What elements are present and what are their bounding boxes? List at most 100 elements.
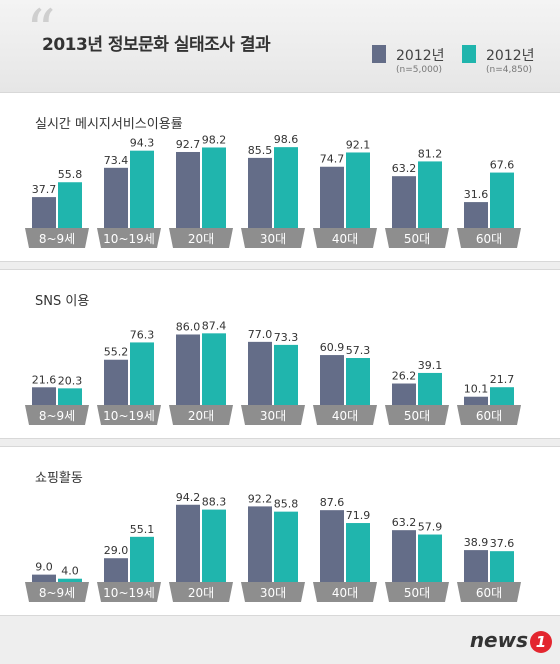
category-tab: 40대 [313, 405, 377, 425]
data-label: 92.7 [176, 138, 201, 151]
bar-series1 [464, 396, 488, 405]
quote-mark-icon: “ [26, 0, 56, 65]
data-label: 74.7 [320, 153, 345, 166]
data-label: 10.1 [464, 383, 489, 396]
logo-number: 1 [530, 631, 552, 653]
data-label: 20.3 [58, 374, 83, 387]
data-label: 37.6 [490, 537, 515, 550]
category-tab: 10~19세 [97, 582, 161, 602]
category-tab-bg [313, 405, 377, 425]
category-tab: 8~9세 [25, 405, 89, 425]
data-label: 85.8 [274, 498, 299, 511]
bar-series1 [104, 558, 128, 582]
bar-series1 [176, 504, 200, 582]
category-tab: 50대 [385, 228, 449, 248]
bar-series2 [346, 523, 370, 582]
data-label: 57.9 [418, 521, 443, 534]
category-tab-bg [313, 228, 377, 248]
category-tab-bg [457, 405, 521, 425]
data-label: 71.9 [346, 509, 371, 522]
category-label: 40대 [332, 409, 358, 423]
bar-series1 [320, 355, 344, 405]
bar-series2 [202, 509, 226, 582]
chart-panel-sns: SNS 이용 21.6 20.3 8~9세 55.2 76.3 10~19세 86.0 87.… [0, 269, 560, 439]
data-label: 55.1 [130, 523, 155, 536]
data-label: 60.9 [320, 341, 345, 354]
data-label: 63.2 [392, 162, 417, 175]
bar-series2 [490, 551, 514, 582]
bar-series2 [490, 387, 514, 405]
bar-series2 [58, 182, 82, 228]
data-label: 55.8 [58, 168, 83, 181]
legend-sub-series1: (n=5,000) [396, 65, 443, 75]
category-tab: 10~19세 [97, 228, 161, 248]
category-label: 20대 [188, 232, 214, 246]
category-label: 40대 [332, 586, 358, 600]
category-tab-bg [97, 405, 161, 425]
bar-series2 [346, 152, 370, 228]
data-label: 31.6 [464, 188, 489, 201]
category-label: 8~9세 [39, 232, 75, 246]
category-label: 10~19세 [103, 232, 155, 246]
category-tab-bg [385, 405, 449, 425]
logo-text: news [469, 628, 528, 652]
bar-series2 [274, 344, 298, 405]
chart-title: 쇼핑활동 [35, 471, 83, 486]
category-tab-bg [241, 405, 305, 425]
category-tab-bg [241, 582, 305, 602]
chart-sns: 21.6 20.3 8~9세 55.276.3 10~19세 86.0 87.4 20대 77.… [25, 319, 521, 425]
chart-panel-shopping: 쇼핑활동 9.0 4.0 8~9세 29.0 55.1 10~19세 94.2 88.3 20대… [0, 446, 560, 616]
legend-swatch-series2 [462, 45, 476, 63]
bar-series2 [202, 333, 226, 405]
bar-series2 [202, 147, 226, 228]
data-label: 98.6 [274, 133, 299, 146]
category-tab-bg [169, 582, 233, 602]
data-label: 94.3 [130, 137, 155, 150]
category-label: 60대 [476, 409, 502, 423]
bar-series1 [104, 359, 128, 405]
category-tab-bg [25, 582, 89, 602]
legend-label-series1: 2012년 [396, 48, 445, 64]
bar-series2 [418, 372, 442, 405]
bar-series1 [104, 167, 128, 228]
bar-series1 [392, 530, 416, 582]
bar-series1 [248, 341, 272, 405]
data-label: 77.0 [248, 328, 273, 341]
bar-series1 [392, 383, 416, 405]
bar-series1 [464, 550, 488, 582]
category-tab: 40대 [313, 228, 377, 248]
category-tab-bg [385, 228, 449, 248]
bar-series2 [130, 536, 154, 582]
bar-series2 [274, 147, 298, 228]
data-label: 26.2 [392, 370, 417, 383]
category-label: 40대 [332, 232, 358, 246]
bar-series1 [464, 202, 488, 228]
category-label: 30대 [260, 409, 286, 423]
category-tab: 50대 [385, 405, 449, 425]
category-label: 50대 [404, 409, 430, 423]
bar-series1 [176, 334, 200, 405]
data-label: 21.6 [32, 373, 57, 386]
bar-series2 [418, 534, 442, 582]
bar-series2 [58, 578, 82, 582]
category-tab-bg [457, 228, 521, 248]
bar-series1 [176, 151, 200, 228]
category-tab: 10~19세 [97, 405, 161, 425]
bar-series2 [274, 511, 298, 582]
category-tab-bg [385, 582, 449, 602]
chart-title: 실시간 메시지서비스이용률 [35, 117, 183, 132]
category-tab: 20대 [169, 228, 233, 248]
category-label: 60대 [476, 232, 502, 246]
category-tab-bg [313, 582, 377, 602]
header: “ 2013년 정보문화 실태조사 결과 2012년 (n=5,000) 201… [0, 0, 560, 92]
category-label: 10~19세 [103, 586, 155, 600]
legend-sub-series2: (n=4,850) [486, 65, 533, 75]
category-tab: 60대 [457, 405, 521, 425]
bar-series2 [130, 342, 154, 405]
category-label: 20대 [188, 586, 214, 600]
data-label: 57.3 [346, 344, 371, 357]
category-tab-bg [169, 228, 233, 248]
data-label: 73.3 [274, 331, 299, 344]
data-label: 98.2 [202, 133, 227, 146]
